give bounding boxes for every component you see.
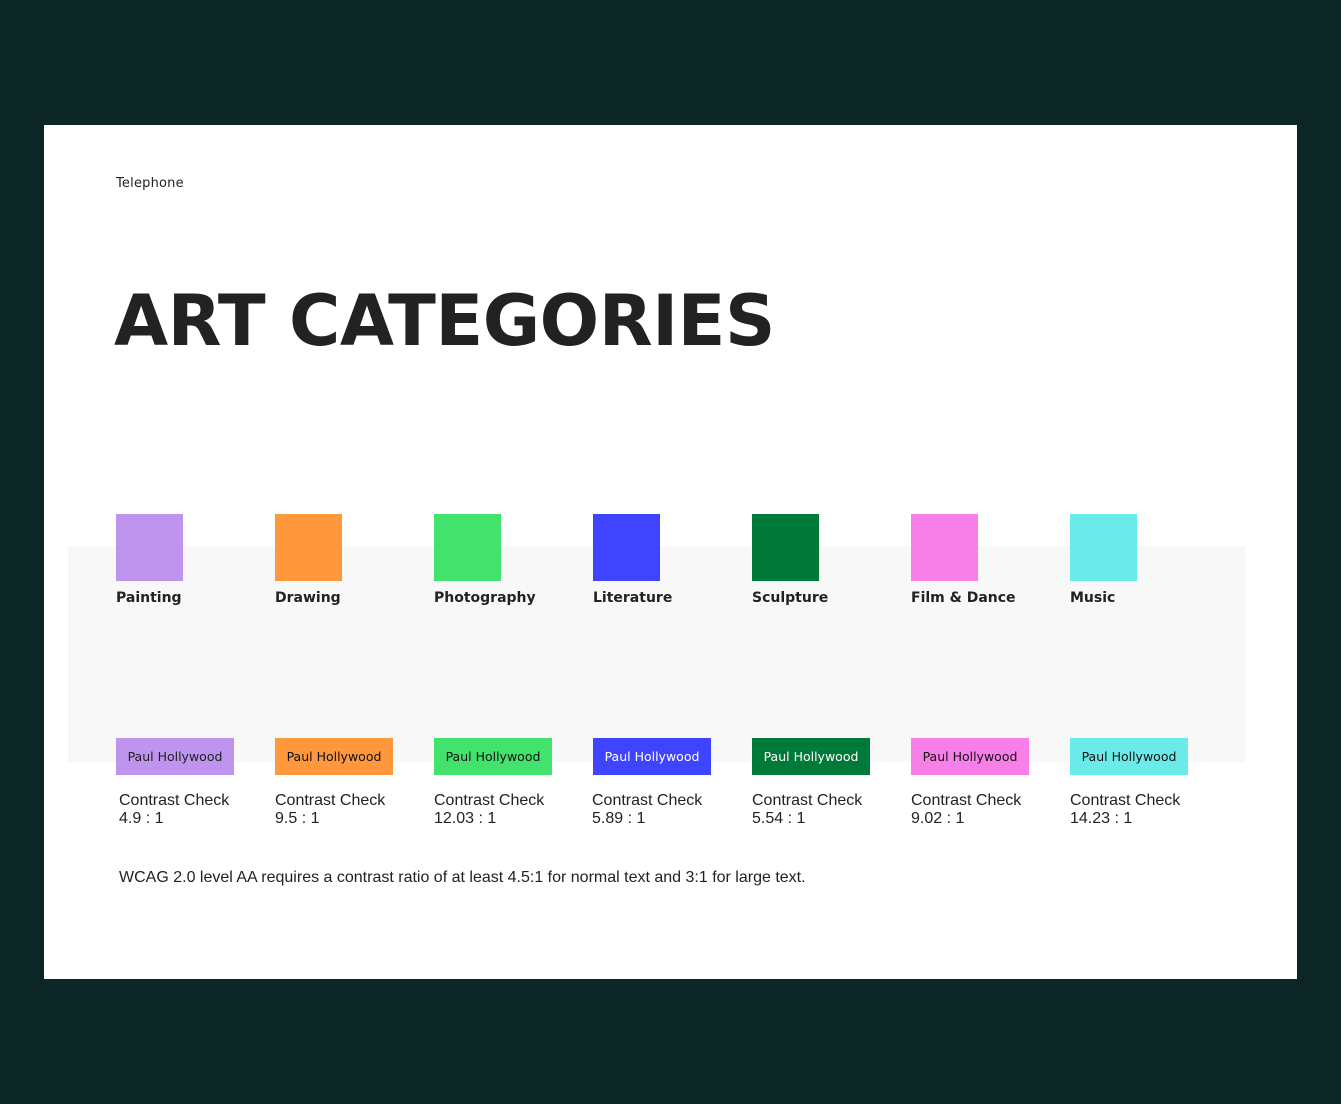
contrast-check-label: Contrast Check (592, 792, 703, 809)
category-label: Sculpture (752, 590, 829, 606)
contrast-ratio: 5.89 : 1 (592, 810, 646, 827)
contrast-ratio: 14.23 : 1 (1070, 810, 1133, 827)
category-photography: Photography (434, 514, 584, 606)
category-drawing: Drawing (275, 514, 425, 606)
category-literature: Literature (593, 514, 743, 606)
contrast-check-film-dance: Contrast Check 9.02 : 1 (911, 792, 1061, 828)
contrast-check-label: Contrast Check (119, 792, 230, 809)
contrast-ratio: 12.03 : 1 (434, 810, 497, 827)
contrast-ratio: 9.5 : 1 (275, 810, 320, 827)
eyebrow-label: Telephone (116, 176, 184, 191)
text-sample-literature: Paul Hollywood (593, 738, 711, 775)
text-sample-photography: Paul Hollywood (434, 738, 552, 775)
color-swatch (275, 514, 342, 581)
color-swatch (434, 514, 501, 581)
color-swatch (593, 514, 660, 581)
contrast-check-label: Contrast Check (911, 792, 1022, 809)
contrast-check-literature: Contrast Check 5.89 : 1 (592, 792, 742, 828)
category-sculpture: Sculpture (752, 514, 902, 606)
text-sample-drawing: Paul Hollywood (275, 738, 393, 775)
contrast-check-music: Contrast Check 14.23 : 1 (1070, 792, 1220, 828)
contrast-check-photography: Contrast Check 12.03 : 1 (434, 792, 584, 828)
color-swatch (752, 514, 819, 581)
background-band (68, 546, 1245, 762)
category-label: Photography (434, 590, 536, 606)
contrast-check-label: Contrast Check (1070, 792, 1181, 809)
contrast-ratio: 4.9 : 1 (119, 810, 164, 827)
category-music: Music (1070, 514, 1220, 606)
category-label: Literature (593, 590, 673, 606)
contrast-check-drawing: Contrast Check 9.5 : 1 (275, 792, 425, 828)
category-painting: Painting (116, 514, 266, 606)
contrast-ratio: 5.54 : 1 (752, 810, 806, 827)
category-label: Painting (116, 590, 182, 606)
text-sample-painting: Paul Hollywood (116, 738, 234, 775)
wcag-note: WCAG 2.0 level AA requires a contrast ra… (119, 869, 806, 886)
content-card: Telephone ART CATEGORIES Painting Drawin… (44, 125, 1297, 979)
text-sample-music: Paul Hollywood (1070, 738, 1188, 775)
contrast-check-sculpture: Contrast Check 5.54 : 1 (752, 792, 902, 828)
contrast-check-label: Contrast Check (275, 792, 386, 809)
contrast-ratio: 9.02 : 1 (911, 810, 965, 827)
text-sample-sculpture: Paul Hollywood (752, 738, 870, 775)
contrast-check-painting: Contrast Check 4.9 : 1 (119, 792, 269, 828)
category-label: Film & Dance (911, 590, 1016, 606)
contrast-check-label: Contrast Check (434, 792, 545, 809)
category-label: Drawing (275, 590, 341, 606)
color-swatch (911, 514, 978, 581)
color-swatch (1070, 514, 1137, 581)
text-sample-film-dance: Paul Hollywood (911, 738, 1029, 775)
color-swatch (116, 514, 183, 581)
page-title: ART CATEGORIES (114, 280, 775, 362)
category-label: Music (1070, 590, 1116, 606)
contrast-check-label: Contrast Check (752, 792, 863, 809)
category-film-dance: Film & Dance (911, 514, 1061, 606)
